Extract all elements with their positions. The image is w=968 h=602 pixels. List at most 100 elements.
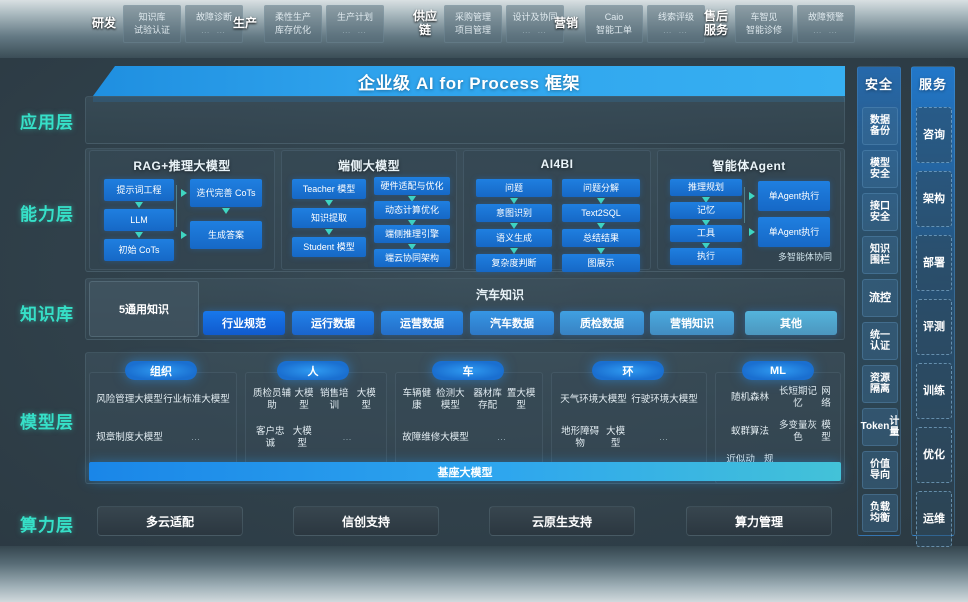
model-cell[interactable]: … (629, 419, 700, 457)
model-cell[interactable]: 地形障碍物 大模型 (558, 419, 629, 457)
capability-chip[interactable]: 端云协同架构 (374, 249, 450, 267)
model-group[interactable]: 质检员辅助 大模型 销售培训 大模型 客户忠诚 大模型… (245, 372, 387, 464)
capability-chip[interactable]: 工具 (670, 225, 742, 242)
capability-chip[interactable]: 记忆 (670, 202, 742, 219)
capability-chip[interactable]: Teacher 模型 (292, 179, 366, 199)
model-cell[interactable]: 质检员辅助 大模型 (252, 381, 316, 419)
security_column-item[interactable]: 价值 导向 (862, 451, 898, 489)
capability-chip[interactable]: 语义生成 (476, 229, 552, 247)
application-group[interactable]: 售后服务 车智见 智能诊修 故障预警… … (701, 4, 855, 44)
capability-chip[interactable]: 提示词工程 (104, 179, 174, 201)
compute-chip[interactable]: 算力管理 (686, 506, 832, 536)
model-cell[interactable]: 规章制度 大模型 (96, 419, 163, 457)
capability-chip[interactable]: 问题分解 (562, 179, 640, 197)
knowledge-chip[interactable]: 其他 (745, 311, 837, 335)
capability-chip[interactable]: 单Agent执行 (758, 181, 830, 211)
model-cell[interactable]: 车辆健康 检测大模型 (402, 381, 469, 419)
service_column-item[interactable]: 优化 (916, 427, 952, 483)
knowledge-chip[interactable]: 运行数据 (292, 311, 374, 335)
application-cell[interactable]: 知识库 试验认证 (123, 5, 181, 43)
knowledge-chip[interactable]: 营销知识 (650, 311, 734, 335)
model-group-pill[interactable]: 组织 (125, 361, 197, 380)
application-cell[interactable]: 故障诊断… … (185, 5, 243, 43)
application-cell[interactable]: 故障预警… … (797, 5, 855, 43)
capability-chip[interactable]: 推理规划 (670, 179, 742, 196)
service_column-item[interactable]: 运维 (916, 491, 952, 547)
capability-chip[interactable]: 执行 (670, 248, 742, 265)
application-cell[interactable]: 设计及协同… … (506, 5, 564, 43)
model-group[interactable]: 车辆健康 检测大模型 器材库存配 置大模型 故障维修 大模型… (395, 372, 543, 464)
capability-chip[interactable]: 初始 CoTs (104, 239, 174, 261)
model-cell[interactable]: … (316, 419, 380, 457)
security_column-item[interactable]: 接口 安全 (862, 193, 898, 231)
model-cell[interactable]: 客户忠诚 大模型 (252, 419, 316, 457)
capability-box[interactable]: 智能体Agent 推理规划 记忆 工具 执行 单Agent执行 单Agent执行 多智能体协同 (657, 150, 841, 270)
model-cell[interactable]: 多变量灰色 模型 (778, 415, 834, 449)
capability-chip[interactable]: 动态计算优化 (374, 201, 450, 219)
application-group[interactable]: 生产 柔性生产 库存优化 生产计划… … (230, 4, 384, 44)
model-cell[interactable]: 天气环境 大模型 (558, 381, 629, 419)
model-group[interactable]: 天气环境 大模型 行驶环境 大模型 地形障碍物 大模型… (551, 372, 707, 464)
model-group-pill[interactable]: ML (742, 361, 814, 380)
application-cell[interactable]: Caio 智能工单 (585, 5, 643, 43)
service_column-item[interactable]: 部署 (916, 235, 952, 291)
knowledge-chip[interactable]: 行业规范 (203, 311, 285, 335)
model-cell[interactable]: … (469, 419, 536, 457)
compute-chip[interactable]: 信创支持 (293, 506, 439, 536)
model-cell[interactable]: 长短期记忆 网络 (778, 381, 834, 415)
capability-box[interactable]: 端侧大模型 Teacher 模型 知识提取 Student 模型 硬件适配与优化 动态计算… (281, 150, 457, 270)
capability-chip[interactable]: 问题 (476, 179, 552, 197)
compute-chip[interactable]: 云原生支持 (489, 506, 635, 536)
model-cell[interactable]: 风险管理 大模型 (96, 381, 163, 419)
service_column-item[interactable]: 评测 (916, 299, 952, 355)
model-group-pill[interactable]: 人 (277, 361, 349, 380)
service_column-item[interactable]: 咨询 (916, 107, 952, 163)
model-cell[interactable]: 行业标准 大模型 (163, 381, 230, 419)
security_column-item[interactable]: 统一 认证 (862, 322, 898, 360)
base-model-bar[interactable]: 基座大模型 (89, 462, 841, 481)
capability-chip[interactable]: 生成答案 (190, 221, 262, 249)
security_column-item[interactable]: 知识 围栏 (862, 236, 898, 274)
capability-chip[interactable]: 复杂度判断 (476, 254, 552, 272)
capability-chip[interactable]: 硬件适配与优化 (374, 177, 450, 195)
application-cell[interactable]: 生产计划… … (326, 5, 384, 43)
security_column-item[interactable]: 负载 均衡 (862, 494, 898, 532)
model-cell[interactable]: 器材库存配 置大模型 (469, 381, 536, 419)
application-group[interactable]: 供应链 采购管理 项目管理 设计及协同… … (410, 4, 564, 44)
model-cell[interactable]: 故障维修 大模型 (402, 419, 469, 457)
model-cell[interactable]: 蚁群算法 (722, 415, 778, 449)
capability-chip[interactable]: LLM (104, 209, 174, 231)
model-group-pill[interactable]: 车 (432, 361, 504, 380)
service_column-item[interactable]: 架构 (916, 171, 952, 227)
capability-chip[interactable]: 总结结果 (562, 229, 640, 247)
knowledge-chip[interactable]: 运营数据 (381, 311, 463, 335)
security_column-item[interactable]: 数据 备份 (862, 107, 898, 145)
security_column-item[interactable]: 模型 安全 (862, 150, 898, 188)
capability-chip[interactable]: 知识提取 (292, 208, 366, 228)
security_column-item[interactable]: 资源 隔离 (862, 365, 898, 403)
model-cell[interactable]: 行驶环境 大模型 (629, 381, 700, 419)
compute-chip[interactable]: 多云适配 (97, 506, 243, 536)
application-group[interactable]: 营销 Caio 智能工单 线索评级… … (551, 4, 705, 44)
capability-box[interactable]: RAG+推理大模型 提示词工程 LLM 初始 CoTs 迭代完善 CoTs 生成答案 (89, 150, 275, 270)
application-cell[interactable]: 线索评级… … (647, 5, 705, 43)
capability-chip[interactable]: 图展示 (562, 254, 640, 272)
capability-chip[interactable]: 单Agent执行 (758, 217, 830, 247)
model-cell[interactable]: 随机森林 (722, 381, 778, 415)
capability-box[interactable]: AI4BI 问题 意图识别 语义生成 复杂度判断 问题分解 Text2SQL 总结结果 图展示 (463, 150, 651, 272)
capability-chip[interactable]: Text2SQL (562, 204, 640, 222)
model-cell[interactable]: … (163, 419, 230, 457)
application-group[interactable]: 研发 知识库 试验认证 故障诊断… … (89, 4, 243, 44)
service_column-item[interactable]: 训练 (916, 363, 952, 419)
security_column-item[interactable]: 流控 (862, 279, 898, 317)
application-cell[interactable]: 车智见 智能诊修 (735, 5, 793, 43)
capability-chip[interactable]: Student 模型 (292, 237, 366, 257)
capability-chip[interactable]: 意图识别 (476, 204, 552, 222)
model-group[interactable]: 风险管理 大模型 行业标准 大模型 规章制度 大模型… (89, 372, 237, 464)
knowledge-chip[interactable]: 质检数据 (560, 311, 644, 335)
knowledge-general-box[interactable]: 5通用知识 (89, 281, 199, 337)
application-cell[interactable]: 采购管理 项目管理 (444, 5, 502, 43)
knowledge-chip[interactable]: 汽车数据 (470, 311, 554, 335)
capability-chip[interactable]: 迭代完善 CoTs (190, 179, 262, 207)
model-cell[interactable]: 销售培训 大模型 (316, 381, 380, 419)
